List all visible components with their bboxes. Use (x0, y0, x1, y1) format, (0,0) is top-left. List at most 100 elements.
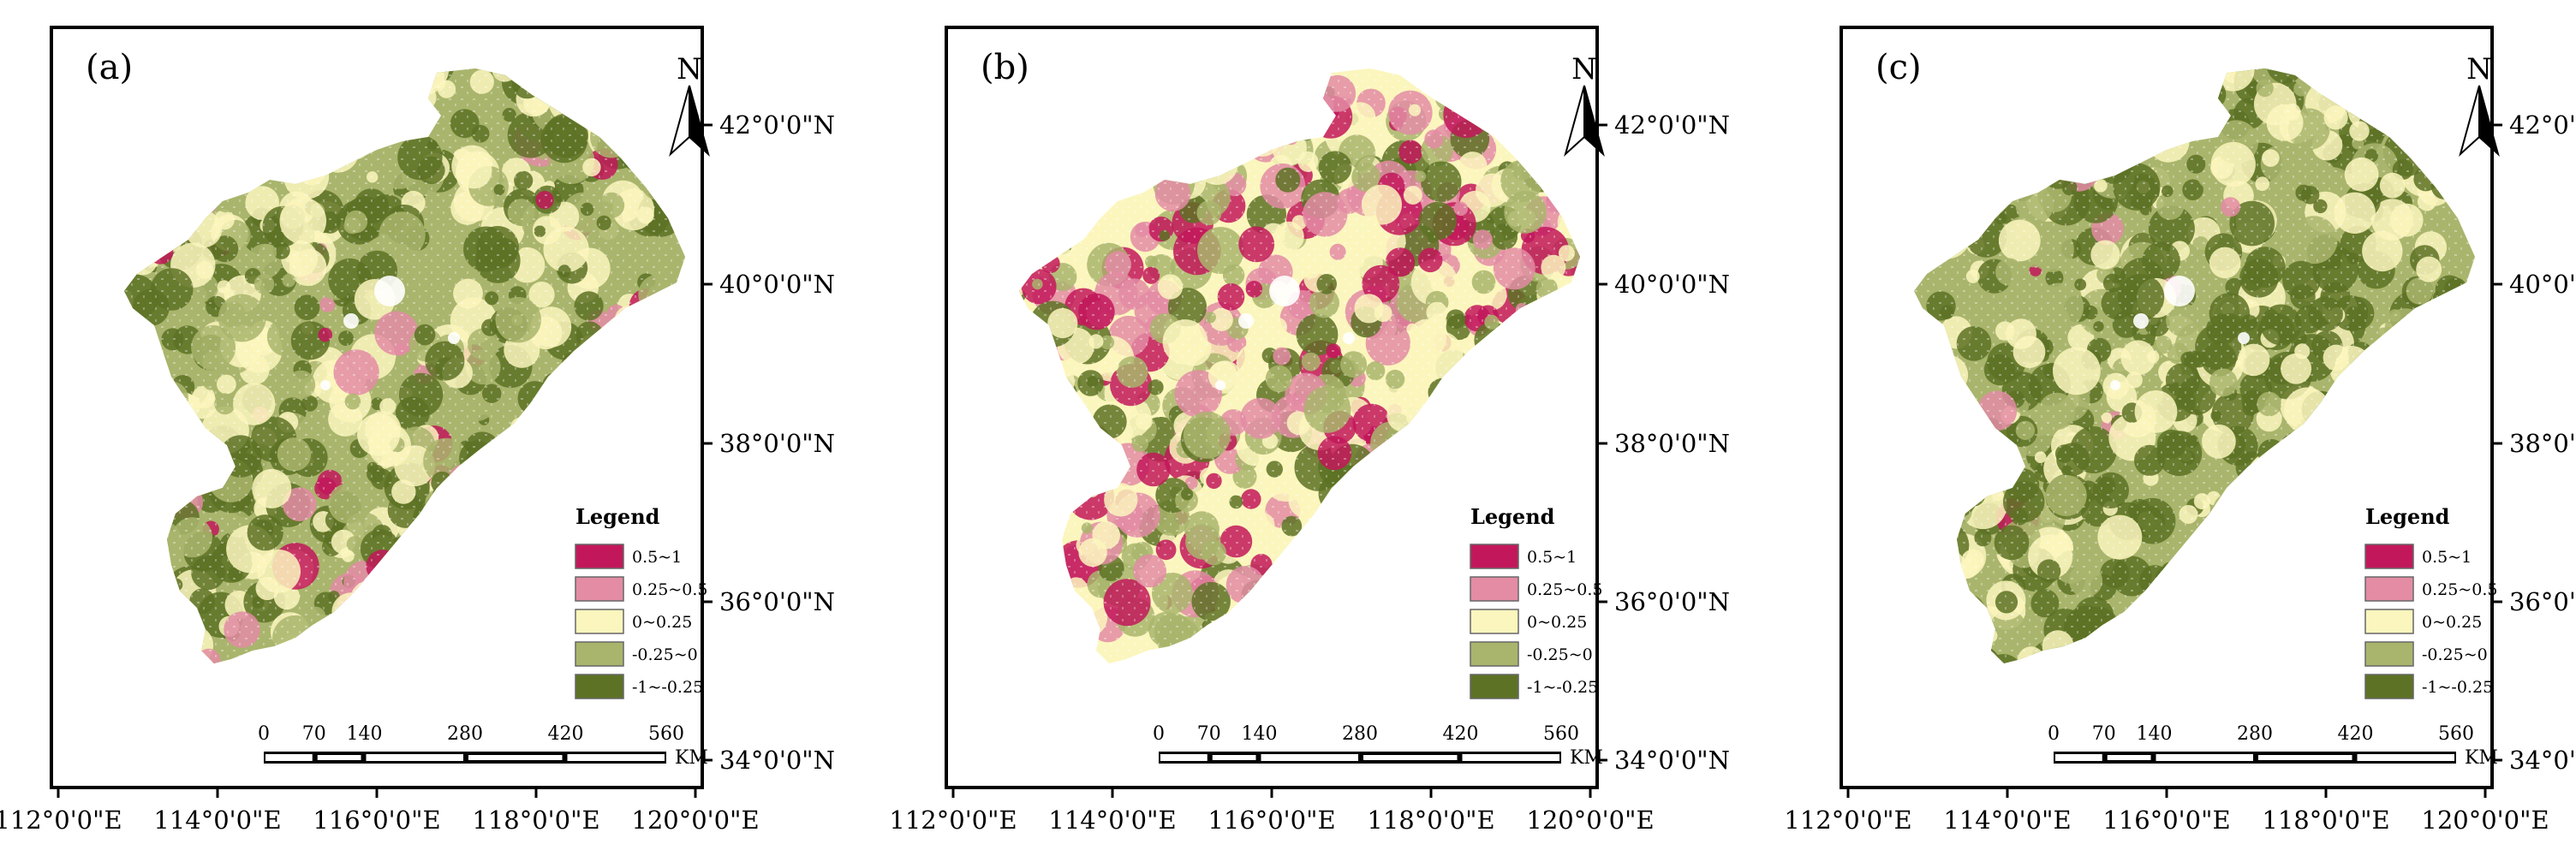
scale-tick-label: 70 (302, 723, 326, 745)
legend-label: 0~0.25 (1527, 613, 1587, 632)
legend-label: -1~-0.25 (2422, 678, 2493, 697)
lon-label: 116°0'0"E (2102, 805, 2230, 835)
panel-label: (c) (1875, 48, 1922, 87)
scale-tick-label: 280 (447, 723, 483, 745)
lon-label: 116°0'0"E (1208, 805, 1335, 835)
lat-label: 42°0'0"N (1614, 110, 1730, 140)
lon-label: 120°0'0"E (2421, 805, 2549, 835)
lat-label: 40°0'0"N (719, 270, 835, 299)
lat-label: 38°0'0"N (1614, 429, 1730, 458)
legend-swatch (1470, 576, 1519, 602)
legend-title: Legend (2365, 504, 2450, 529)
lat-label: 42°0'0"N (719, 110, 835, 140)
scale-tick-label: 280 (1342, 723, 1378, 745)
lon-label: 114°0'0"E (153, 805, 281, 835)
lat-label: 38°0'0"N (719, 429, 835, 458)
panel-label: (a) (86, 48, 133, 87)
panel-label: (b) (981, 48, 1029, 87)
legend-swatch (575, 576, 624, 602)
legend-swatch (575, 674, 624, 699)
lon-label: 112°0'0"E (0, 805, 122, 835)
legend-swatch (1470, 641, 1519, 667)
legend-swatch (1470, 544, 1519, 569)
scale-tick-label: 560 (648, 723, 684, 745)
lon-label: 118°0'0"E (472, 805, 599, 835)
legend-swatch (1470, 674, 1519, 699)
lon-label: 116°0'0"E (313, 805, 440, 835)
north-label: N (1571, 52, 1597, 86)
north-label: N (2466, 52, 2492, 86)
scale-tick-label: 560 (2438, 723, 2474, 745)
lon-label: 120°0'0"E (1526, 805, 1654, 835)
legend-label: 0.5~1 (1527, 548, 1577, 567)
lat-label: 34°0'0"N (2509, 746, 2576, 775)
scale-tick-label: 140 (347, 723, 383, 745)
legend-label: 0~0.25 (632, 613, 692, 632)
scale-unit: KM (1570, 747, 1603, 769)
lat-label: 34°0'0"N (1614, 746, 1730, 775)
lat-label: 38°0'0"N (2509, 429, 2576, 458)
lat-label: 40°0'0"N (2509, 270, 2576, 299)
lon-label: 118°0'0"E (1367, 805, 1494, 835)
lat-label: 36°0'0"N (2509, 587, 2576, 616)
scale-tick-label: 70 (1197, 723, 1221, 745)
legend-swatch (2364, 641, 2414, 667)
north-arrow-icon: N (669, 52, 710, 158)
scale-tick-label: 0 (1153, 723, 1165, 745)
legend-label: -0.25~0 (2422, 645, 2488, 664)
legend-title: Legend (575, 504, 660, 529)
lat-label: 36°0'0"N (1614, 587, 1730, 616)
lon-label: 114°0'0"E (1943, 805, 2071, 835)
scale-tick-label: 560 (1543, 723, 1579, 745)
lat-label: 42°0'0"N (2509, 110, 2576, 140)
scale-tick-label: 420 (2338, 723, 2374, 745)
scale-tick-label: 420 (548, 723, 584, 745)
lat-label: 36°0'0"N (719, 587, 835, 616)
legend-label: 0~0.25 (2422, 613, 2482, 632)
lon-label: 114°0'0"E (1048, 805, 1176, 835)
north-label: N (677, 52, 702, 86)
lat-label: 34°0'0"N (719, 746, 835, 775)
scale-unit: KM (2465, 747, 2498, 769)
north-arrow-icon: N (1564, 52, 1605, 158)
legend-label: 0.5~1 (2422, 548, 2472, 567)
legend-swatch (2364, 609, 2414, 634)
legend-swatch (2364, 674, 2414, 699)
scale-tick-label: 0 (258, 723, 270, 745)
legend: Legend 0.5~1 0.25~0.5 0~0.25 -0.25~0 -1~-0.25 (1470, 504, 1602, 699)
legend-label: 0.25~0.5 (2422, 580, 2497, 599)
legend-swatch (575, 609, 624, 634)
legend-title: Legend (1470, 504, 1555, 529)
legend: Legend 0.5~1 0.25~0.5 0~0.25 -0.25~0 -1~-0.25 (575, 504, 707, 699)
legend-label: 0.5~1 (632, 548, 682, 567)
lon-label: 120°0'0"E (631, 805, 759, 835)
legend-swatch (2364, 576, 2414, 602)
north-arrow-icon: N (2459, 52, 2500, 158)
lon-label: 112°0'0"E (1784, 805, 1911, 835)
legend-label: -1~-0.25 (632, 678, 703, 697)
scale-unit: KM (675, 747, 708, 769)
scale-tick-label: 140 (2137, 723, 2173, 745)
lon-label: 118°0'0"E (2262, 805, 2389, 835)
scale-tick-label: 420 (1443, 723, 1479, 745)
legend-swatch (575, 641, 624, 667)
map-panel-1: (a) N Legend 0.5~1 0.25~0.5 0~0.25 -0.25~0 -1~-… (0, 26, 835, 835)
lon-label: 112°0'0"E (889, 805, 1017, 835)
legend-label: -0.25~0 (1527, 645, 1593, 664)
lat-label: 40°0'0"N (1614, 270, 1730, 299)
legend-swatch (2364, 544, 2414, 569)
map-panel-3: (c) N Legend 0.5~1 0.25~0.5 0~0.25 -0.25~0 -1~-… (1784, 26, 2576, 835)
legend-swatch (1470, 609, 1519, 634)
legend: Legend 0.5~1 0.25~0.5 0~0.25 -0.25~0 -1~-0.25 (2364, 504, 2497, 699)
scale-tick-label: 70 (2092, 723, 2116, 745)
map-panel-2: (b) N Legend 0.5~1 0.25~0.5 0~0.25 -0.25~0 -1~-… (889, 26, 1730, 835)
scale-tick-label: 0 (2048, 723, 2060, 745)
legend-label: -0.25~0 (632, 645, 698, 664)
legend-label: 0.25~0.5 (1527, 580, 1602, 599)
scale-tick-label: 280 (2237, 723, 2273, 745)
legend-label: 0.25~0.5 (632, 580, 707, 599)
